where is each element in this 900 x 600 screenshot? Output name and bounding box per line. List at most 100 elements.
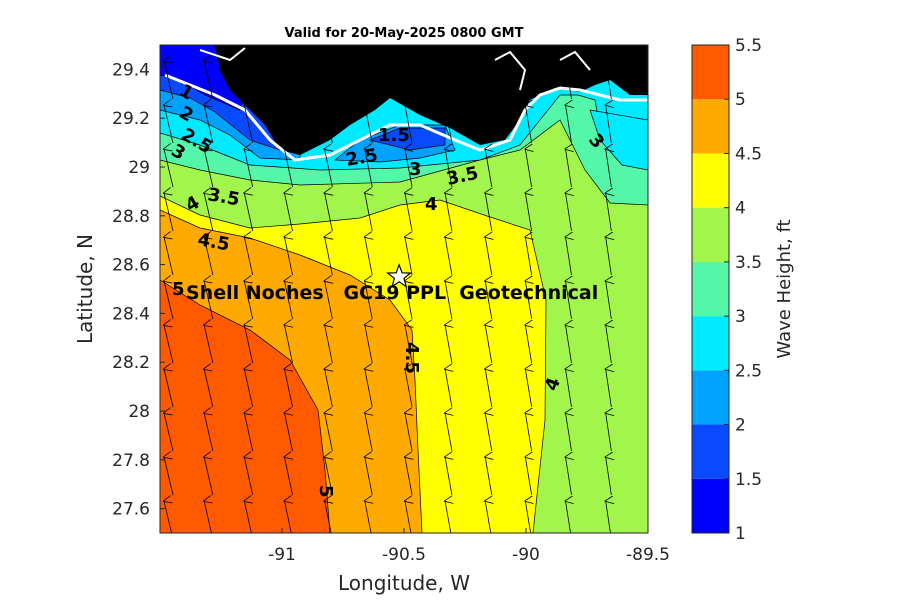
colorbar-tick-label: 5.5 bbox=[735, 36, 762, 56]
wave-arrow bbox=[485, 61, 492, 100]
wave-arrow bbox=[325, 237, 333, 276]
wave-arrow bbox=[164, 325, 174, 364]
contour-label: 5 bbox=[172, 279, 185, 300]
wave-arrow bbox=[445, 237, 452, 276]
y-tick-label: 28.8 bbox=[112, 207, 150, 227]
y-tick-label: 29 bbox=[128, 158, 150, 178]
wave-arrow bbox=[204, 281, 214, 320]
wave-arrow bbox=[284, 237, 292, 276]
site-label: Shell Noches GC19 PPL Geotechnical bbox=[186, 282, 598, 304]
wave-arrow bbox=[164, 281, 174, 320]
wave-arrow bbox=[204, 149, 214, 188]
wave-arrow bbox=[606, 193, 612, 232]
wave-arrow bbox=[365, 281, 373, 320]
wave-arrow bbox=[325, 193, 333, 232]
wave-arrow bbox=[485, 237, 492, 276]
wave-arrow bbox=[325, 105, 333, 144]
wave-arrow bbox=[485, 325, 492, 364]
y-tick-label: 28.6 bbox=[112, 256, 150, 276]
wave-arrow bbox=[244, 105, 254, 144]
coastline bbox=[164, 73, 648, 162]
y-axis-label: Latitude, N bbox=[73, 234, 97, 344]
wave-arrow bbox=[164, 369, 174, 408]
colorbar-swatch bbox=[692, 153, 729, 208]
wave-arrow bbox=[164, 413, 174, 452]
wave-arrow bbox=[485, 149, 492, 188]
colorbar-swatch bbox=[692, 99, 729, 154]
wave-arrow bbox=[525, 149, 531, 188]
wave-arrow bbox=[244, 61, 254, 100]
wave-arrow bbox=[445, 413, 452, 452]
wave-arrow bbox=[445, 325, 452, 364]
wave-arrow bbox=[606, 61, 612, 100]
y-tick-label: 27.8 bbox=[112, 451, 150, 471]
wave-arrow bbox=[525, 61, 531, 100]
wave-arrow bbox=[284, 149, 292, 188]
x-tick-label: -91 bbox=[268, 545, 296, 565]
wave-arrow bbox=[365, 237, 373, 276]
wave-arrow bbox=[325, 281, 333, 320]
wave-arrow bbox=[405, 237, 412, 276]
wave-arrow bbox=[365, 457, 373, 496]
wave-arrow bbox=[365, 105, 373, 144]
wave-arrow bbox=[204, 369, 214, 408]
wave-arrow bbox=[525, 193, 531, 232]
wave-arrow bbox=[606, 237, 612, 276]
plot-area bbox=[160, 45, 648, 533]
wave-arrow bbox=[566, 281, 572, 320]
wave-arrow bbox=[244, 457, 254, 496]
wave-arrow bbox=[485, 369, 492, 408]
y-axis: 29.4 29.2 29 28.8 28.6 28.4 28.2 28 27.8 27.6 bbox=[112, 60, 165, 520]
wave-arrow bbox=[606, 325, 612, 364]
wave-arrow bbox=[244, 369, 254, 408]
wave-arrow bbox=[485, 193, 492, 232]
contour-label: 4 bbox=[425, 194, 438, 215]
site-star-icon bbox=[386, 263, 413, 288]
wave-arrow bbox=[566, 237, 572, 276]
wave-arrow bbox=[525, 325, 531, 364]
wave-arrow bbox=[244, 325, 254, 364]
wave-arrow bbox=[164, 457, 174, 496]
wave-arrow bbox=[284, 61, 292, 100]
wave-arrow bbox=[445, 105, 452, 144]
wave-arrow bbox=[325, 413, 333, 452]
wave-arrow bbox=[365, 413, 373, 452]
contour-label: 4.5 bbox=[401, 342, 422, 374]
colorbar-frame bbox=[691, 44, 730, 534]
wave-arrow bbox=[244, 237, 254, 276]
colorbar-swatch bbox=[692, 370, 729, 425]
wave-arrow bbox=[365, 193, 373, 232]
colorbar-swatch bbox=[692, 424, 729, 479]
x-tick-label: -90.5 bbox=[382, 545, 426, 565]
wave-arrow bbox=[204, 325, 214, 364]
wave-arrow bbox=[164, 149, 174, 188]
wave-arrow bbox=[566, 413, 572, 452]
colorbar-label: Wave Height, ft bbox=[774, 219, 795, 358]
wave-arrow bbox=[566, 193, 572, 232]
wave-arrow bbox=[164, 105, 174, 144]
contour-label: 5 bbox=[315, 485, 336, 498]
y-tick-label: 27.6 bbox=[112, 500, 150, 520]
wave-arrow bbox=[606, 105, 612, 144]
y-tick-label: 29.2 bbox=[112, 109, 150, 129]
wave-arrow bbox=[445, 281, 452, 320]
y-tick-label: 28.2 bbox=[112, 353, 150, 373]
wave-arrow bbox=[485, 105, 492, 144]
colorbar-tick-label: 3 bbox=[735, 307, 746, 327]
y-tick-label: 28 bbox=[128, 402, 150, 422]
wave-arrow bbox=[204, 105, 214, 144]
x-axis-label: Longitude, W bbox=[338, 571, 470, 595]
wave-arrow bbox=[204, 237, 214, 276]
wave-arrow bbox=[325, 149, 333, 188]
wave-arrow bbox=[325, 457, 333, 496]
wave-arrow bbox=[405, 61, 412, 100]
colorbar-swatch bbox=[692, 261, 729, 317]
y-tick-label: 29.4 bbox=[112, 60, 150, 80]
wave-arrow bbox=[485, 457, 492, 496]
wave-arrow bbox=[284, 193, 292, 232]
wave-arrow bbox=[525, 281, 531, 320]
colorbar-swatch bbox=[692, 478, 729, 533]
wave-arrow bbox=[445, 61, 452, 100]
wave-arrow bbox=[606, 413, 612, 452]
contour-label: 1.5 bbox=[378, 125, 410, 146]
